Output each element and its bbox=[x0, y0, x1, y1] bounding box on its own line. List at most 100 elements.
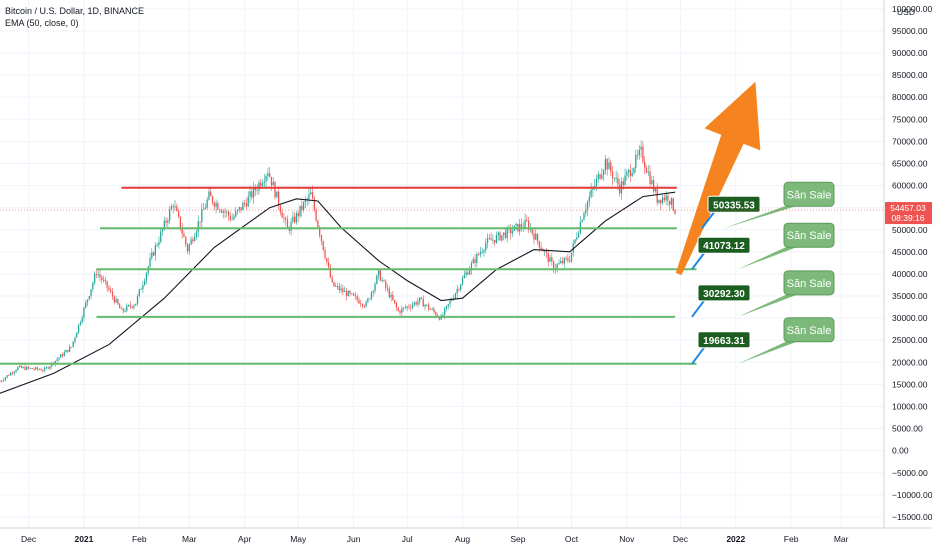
candle-body bbox=[327, 262, 330, 268]
candle-body bbox=[477, 254, 480, 255]
candle-body bbox=[6, 375, 8, 378]
candle-body bbox=[274, 182, 276, 198]
candle-body bbox=[602, 170, 605, 176]
candle-body bbox=[610, 162, 612, 172]
price-callout-label: 41073.12 bbox=[703, 241, 745, 252]
candle-body bbox=[126, 305, 128, 311]
candle-body bbox=[170, 206, 173, 210]
candle-body bbox=[560, 261, 562, 264]
candle-body bbox=[33, 368, 35, 370]
price-tick-label: −5000.00 bbox=[892, 468, 928, 478]
candle-body bbox=[85, 302, 87, 308]
sale-bubble-tail bbox=[738, 245, 802, 270]
candle-body bbox=[651, 180, 653, 185]
candle-body bbox=[467, 272, 469, 275]
candle-body bbox=[94, 273, 96, 283]
candle-body bbox=[326, 258, 328, 263]
candle-body bbox=[211, 196, 214, 203]
candle-body bbox=[11, 372, 14, 374]
candle-body bbox=[54, 360, 57, 365]
candle-body bbox=[142, 284, 144, 290]
candle-body bbox=[456, 288, 458, 294]
callout-pointer bbox=[691, 252, 705, 270]
candle-body bbox=[426, 304, 428, 306]
candle-body bbox=[201, 209, 203, 223]
candle-body bbox=[497, 232, 499, 236]
candle-body bbox=[47, 367, 49, 369]
candle-body bbox=[599, 174, 601, 179]
candle-body bbox=[67, 349, 69, 352]
time-axis[interactable]: Dec 2021 Feb Mar Apr May Jun Jul Aug Sep Oct Nov Dec… bbox=[0, 527, 932, 544]
callout-pointer bbox=[691, 347, 705, 365]
candle-body bbox=[301, 205, 303, 211]
candle-body bbox=[167, 220, 169, 223]
candle-body bbox=[136, 295, 139, 304]
candle-body bbox=[622, 181, 624, 185]
candle-body bbox=[458, 288, 460, 290]
time-tick-label: Mar bbox=[834, 534, 849, 544]
candle-body bbox=[390, 294, 392, 298]
price-callout-box bbox=[697, 331, 751, 349]
candle-body bbox=[419, 297, 421, 302]
candle-body bbox=[79, 322, 82, 325]
candle-body bbox=[385, 281, 387, 288]
candle-body bbox=[169, 209, 171, 221]
candle-body bbox=[127, 304, 130, 306]
candle-body bbox=[163, 220, 165, 229]
candle-body bbox=[192, 239, 194, 242]
candle-body bbox=[576, 237, 578, 240]
candle-body bbox=[613, 178, 615, 179]
price-tick-label: 35000.00 bbox=[892, 291, 928, 301]
candle-body bbox=[667, 195, 669, 202]
candle-body bbox=[342, 288, 344, 293]
candle-body bbox=[388, 289, 390, 298]
candle-body bbox=[65, 349, 67, 353]
candle-body bbox=[397, 307, 399, 312]
candle-body bbox=[190, 239, 192, 245]
candle-body bbox=[490, 238, 492, 241]
candle-body bbox=[335, 286, 337, 287]
candle-body bbox=[247, 196, 249, 207]
candle-body bbox=[2, 379, 5, 381]
price-tick-label: 80000.00 bbox=[892, 92, 928, 102]
time-tick-label: Jun bbox=[347, 534, 361, 544]
candle-body bbox=[544, 250, 546, 252]
candle-body bbox=[365, 302, 367, 307]
candle-body bbox=[322, 241, 324, 251]
candle-body bbox=[58, 357, 60, 360]
candle-body bbox=[319, 227, 321, 236]
candle-body bbox=[463, 275, 465, 279]
candle-body bbox=[72, 341, 74, 347]
callouts: 50335.53 Săn Sale 41073.12 Săn Sale 30292.30… bbox=[691, 181, 835, 365]
price-tick-label: 30000.00 bbox=[892, 313, 928, 323]
candle-body bbox=[317, 220, 319, 228]
candle-body bbox=[629, 170, 632, 177]
candle-body bbox=[495, 235, 498, 243]
candle-body bbox=[304, 200, 307, 203]
candle-body bbox=[449, 300, 451, 305]
candle-body bbox=[435, 311, 437, 316]
candle-body bbox=[276, 191, 278, 198]
candle-body bbox=[338, 286, 340, 291]
candle-body bbox=[642, 146, 644, 162]
candle-body bbox=[356, 296, 358, 300]
candle-body bbox=[535, 233, 537, 240]
time-tick-label: Feb bbox=[784, 534, 799, 544]
candle-body bbox=[20, 365, 23, 368]
sale-bubble-label: Săn Sale bbox=[787, 278, 832, 290]
candle-body bbox=[374, 283, 376, 291]
candle-body bbox=[661, 197, 664, 204]
candle-body bbox=[344, 290, 346, 293]
candle-body bbox=[645, 167, 648, 173]
candle-body bbox=[635, 154, 637, 168]
symbol-title: Bitcoin / U.S. Dollar, 1D, BINANCE bbox=[5, 6, 145, 16]
candle-body bbox=[263, 181, 265, 184]
price-tick-label: 20000.00 bbox=[892, 357, 928, 367]
candle-body bbox=[288, 228, 290, 231]
sale-bubble-tail bbox=[738, 339, 802, 364]
candle-body bbox=[606, 159, 608, 170]
candle-body bbox=[672, 198, 674, 211]
price-tick-label: 95000.00 bbox=[892, 26, 928, 36]
candles bbox=[0, 140, 676, 383]
